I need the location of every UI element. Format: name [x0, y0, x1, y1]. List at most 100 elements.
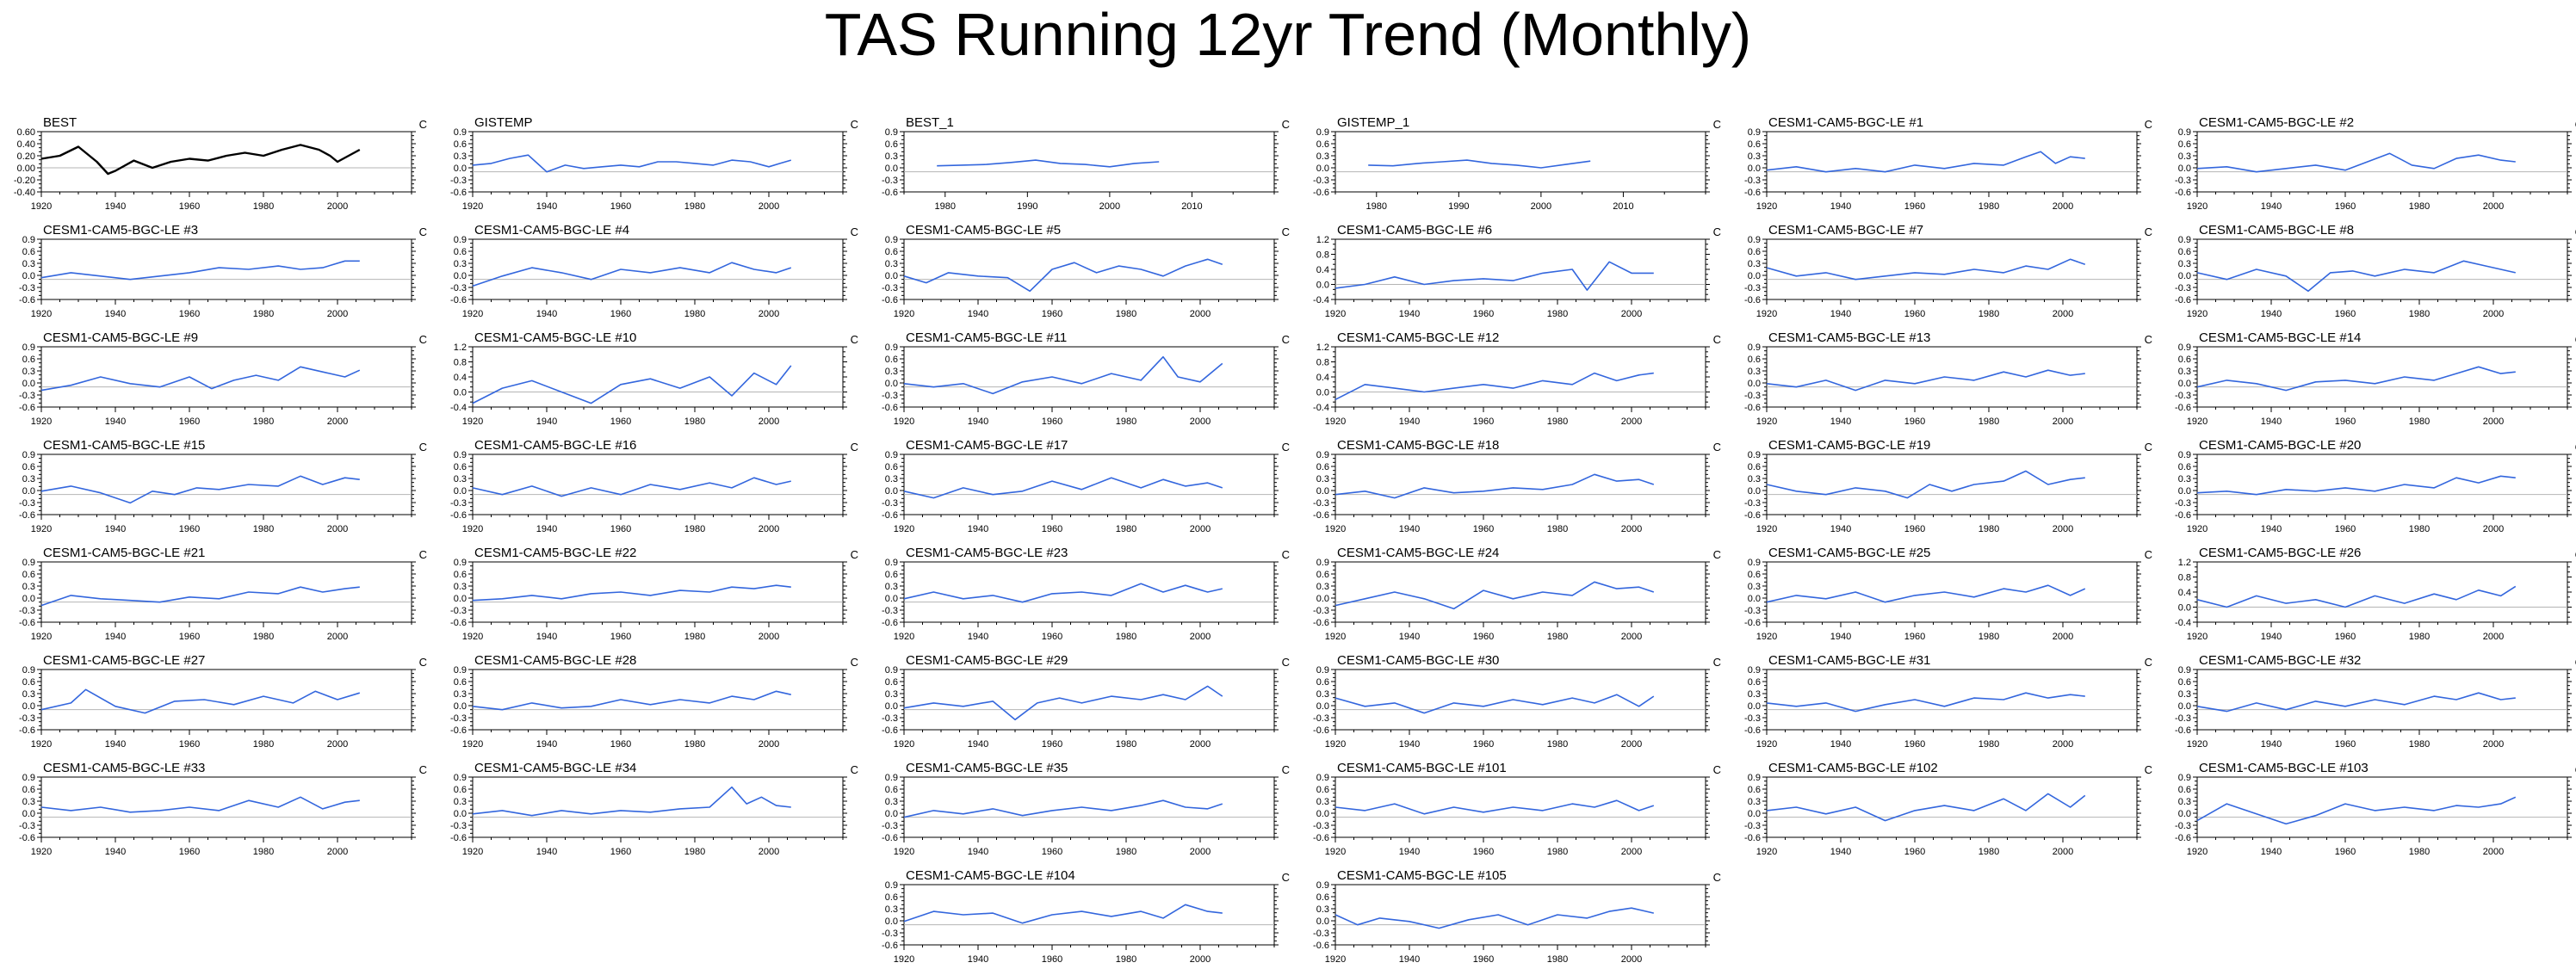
series-line — [472, 154, 792, 173]
x-tick-label: 1920 — [31, 201, 52, 212]
x-tick-label: 2000 — [2053, 524, 2073, 534]
plot-frame — [40, 454, 412, 515]
x-tick-label: 1940 — [1399, 954, 1420, 965]
y-tick-label: -0.3 — [882, 176, 898, 186]
panel-title: CESM1-CAM5-BGC-LE #21 — [43, 546, 205, 560]
panel-title: GISTEMP_1 — [1337, 115, 1409, 130]
y-tick-label: -0.3 — [19, 713, 35, 724]
panel-title: CESM1-CAM5-BGC-LE #34 — [474, 761, 636, 775]
y-tick-label: 0.0 — [22, 379, 35, 389]
x-tick-label: 1920 — [2187, 847, 2208, 857]
y-tick-label: 0.3 — [1748, 582, 1761, 592]
y-tick-label: -0.20 — [14, 176, 35, 186]
x-tick-label: 1980 — [684, 524, 705, 534]
plot-frame — [2196, 776, 2568, 838]
x-tick-label: 1940 — [1830, 739, 1851, 750]
y-tick-label: 0.0 — [22, 271, 35, 281]
y-tick-label: -0.4 — [1313, 403, 1329, 413]
panel-cesm1-cam5-bgc-le-19: CESM1-CAM5-BGC-LE #19 C 0.9 0.6 0.3 0.0-0.3-0… — [1744, 438, 2152, 534]
x-tick-label: 1920 — [462, 201, 483, 212]
unit-label: C — [419, 656, 427, 669]
x-tick-label: 1960 — [610, 309, 631, 319]
x-tick-label: 1980 — [1978, 309, 1999, 319]
y-tick-label: 0.3 — [1748, 151, 1761, 162]
plot-frame — [40, 238, 412, 300]
x-tick-label: 1920 — [31, 847, 52, 857]
y-tick-label: 1.2 — [1316, 235, 1329, 245]
x-tick-label: 1940 — [536, 417, 557, 427]
unit-label: C — [2145, 118, 2152, 131]
plot-frame — [1766, 238, 2138, 300]
x-tick-label: 1980 — [1116, 524, 1136, 534]
x-tick-label: 2000 — [2053, 632, 2073, 642]
series-line — [1766, 470, 2085, 499]
panel-title: CESM1-CAM5-BGC-LE #12 — [1337, 330, 1499, 345]
y-tick-label: 0.0 — [2178, 603, 2191, 614]
unit-label: C — [1713, 763, 1721, 776]
panel-cesm1-cam5-bgc-le-16: CESM1-CAM5-BGC-LE #16 C 0.9 0.6 0.3 0.0-0.3-0… — [450, 438, 858, 534]
panel-cesm1-cam5-bgc-le-12: CESM1-CAM5-BGC-LE #12 C 1.2 0.8 0.4 0.0 -0.4 19… — [1313, 330, 1721, 427]
unit-label: C — [419, 763, 427, 776]
unit-label: C — [1282, 871, 1290, 884]
x-tick-label: 1980 — [684, 417, 705, 427]
plot-frame — [1334, 454, 1706, 515]
x-tick-label: 1940 — [2261, 201, 2282, 212]
series-line — [40, 586, 360, 607]
x-tick-label: 1940 — [105, 417, 126, 427]
y-tick-label: 0.6 — [885, 139, 898, 150]
x-tick-label: 2000 — [2483, 847, 2504, 857]
x-tick-label: 2000 — [759, 309, 779, 319]
y-tick-label: 0.0 — [1748, 271, 1761, 281]
panel-title: CESM1-CAM5-BGC-LE #16 — [474, 438, 636, 453]
panel-cesm1-cam5-bgc-le-33: CESM1-CAM5-BGC-LE #33 C 0.9 0.6 0.3 0.0 -0.3 -0… — [19, 761, 427, 857]
y-tick-label: 0.9 — [454, 450, 467, 460]
plot-frame — [903, 131, 1275, 193]
unit-label: C — [1713, 441, 1721, 454]
plot-frame — [2196, 561, 2568, 623]
x-tick-label: 1990 — [1017, 201, 1037, 212]
x-tick-label: 1980 — [1547, 417, 1568, 427]
unit-label: C — [2145, 225, 2152, 238]
plot-frame — [40, 346, 412, 408]
y-tick-label: 0.0 — [885, 486, 898, 497]
x-tick-label: 1920 — [1325, 847, 1346, 857]
y-tick-label: 0.6 — [454, 462, 467, 472]
panel-cesm1-cam5-bgc-le-13: CESM1-CAM5-BGC-LE #13 C 0.9 0.6 0.3 0.0 -0.3 -0… — [1744, 330, 2152, 427]
y-tick-label: 0.9 — [1748, 127, 1761, 138]
unit-label: C — [419, 225, 427, 238]
plot-frame — [40, 561, 412, 623]
x-tick-label: 1980 — [2409, 524, 2430, 534]
y-tick-label: 0.8 — [1316, 358, 1329, 368]
x-tick-label: 1920 — [1756, 201, 1777, 212]
x-tick-label: 1980 — [2409, 632, 2430, 642]
y-tick-label: 0.3 — [454, 474, 467, 484]
y-tick-label: 0.9 — [885, 880, 898, 891]
series-line — [40, 144, 361, 176]
x-tick-label: 2000 — [759, 417, 779, 427]
y-tick-label: -0.3 — [1744, 176, 1761, 186]
y-tick-label: -0.6 — [882, 510, 898, 521]
x-tick-label: 1980 — [2409, 739, 2430, 750]
y-tick-label: -0.6 — [1313, 188, 1329, 198]
y-tick-label: -0.3 — [19, 498, 35, 509]
x-tick-label: 1940 — [968, 632, 988, 642]
y-tick-label: 0.0 — [1748, 486, 1761, 497]
plot-frame — [1766, 454, 2138, 515]
plot-frame — [1766, 669, 2138, 731]
y-tick-label: 0.9 — [2178, 450, 2191, 460]
y-tick-label: -0.3 — [882, 391, 898, 401]
unit-label: C — [2145, 763, 2152, 776]
x-tick-label: 1980 — [1547, 309, 1568, 319]
panel-cesm1-cam5-bgc-le-5: CESM1-CAM5-BGC-LE #5 C 0.9 0.6 0.3 0.0 -0.3 -0.… — [882, 223, 1290, 319]
panel-cesm1-cam5-bgc-le-26: CESM1-CAM5-BGC-LE #26 C 1.2 0.8 0.4 0.0 -0.4 19… — [2175, 546, 2576, 642]
panel-cesm1-cam5-bgc-le-35: CESM1-CAM5-BGC-LE #35 C 0.9 0.6 0.3 0.0 -0.3 -0… — [882, 761, 1290, 857]
x-tick-label: 1960 — [179, 847, 200, 857]
y-tick-label: 0.3 — [22, 367, 35, 377]
unit-label: C — [1713, 118, 1721, 131]
y-tick-label: 0.0 — [885, 916, 898, 927]
y-tick-label: 0.3 — [1316, 582, 1329, 592]
y-tick-label: -0.6 — [882, 725, 898, 736]
plot-frame — [1334, 561, 1706, 623]
series-line — [1766, 692, 2085, 713]
y-tick-label: 0.9 — [454, 235, 467, 245]
